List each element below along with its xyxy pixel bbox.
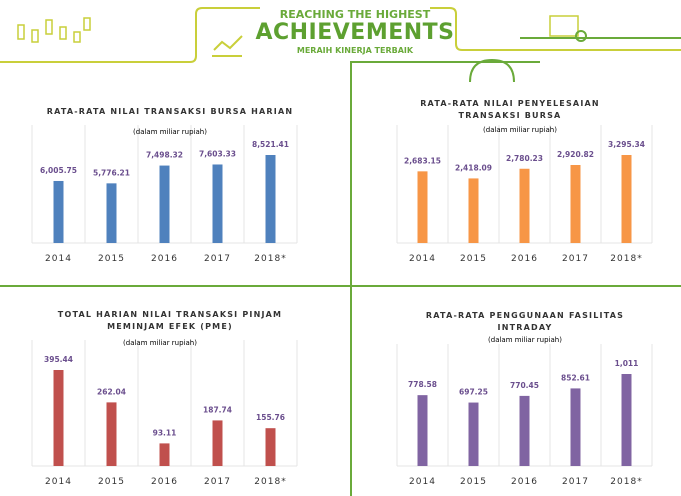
value-label: 2,418.09 (455, 163, 492, 172)
bar (570, 165, 581, 243)
value-label: 7,498.32 (146, 151, 183, 160)
x-tick-label: 2016 (511, 254, 538, 264)
bar (106, 402, 117, 466)
bar (212, 164, 223, 243)
bar (621, 155, 632, 243)
x-tick-label: 2018* (610, 477, 642, 487)
bar (519, 395, 530, 466)
value-label: 2,920.82 (557, 150, 594, 159)
bar (468, 402, 479, 466)
x-tick-label: 2017 (204, 254, 231, 264)
bar (53, 370, 64, 466)
value-label: 2,780.23 (506, 154, 543, 163)
bar (159, 443, 170, 466)
chart-title: RATA-RATA NILAI TRANSAKSI BURSA HARIAN (46, 107, 294, 116)
header-line1: REACHING THE HIGHEST (279, 8, 431, 21)
value-label: 770.45 (510, 381, 539, 390)
value-label: 3,295.34 (608, 140, 645, 149)
header-line2: ACHIEVEMENTS (255, 20, 455, 45)
value-label: 187.74 (203, 405, 232, 414)
bar (159, 165, 170, 243)
x-tick-label: 2014 (45, 254, 72, 264)
x-tick-label: 2015 (460, 254, 487, 264)
bar (212, 420, 223, 466)
value-label: 155.76 (256, 413, 285, 422)
x-tick-label: 2017 (204, 477, 231, 487)
x-tick-label: 2014 (409, 254, 436, 264)
bar (570, 388, 581, 466)
header-line3: MERAIH KINERJA TERBAIK (296, 46, 414, 55)
x-tick-label: 2014 (409, 477, 436, 487)
value-label: 697.25 (459, 388, 488, 397)
x-tick-label: 2018* (254, 254, 286, 264)
chart-title: TOTAL HARIAN NILAI TRANSAKSI PINJAM MEMI… (57, 310, 283, 331)
value-label: 1,011 (615, 359, 639, 368)
bar (53, 180, 64, 243)
value-label: 7,603.33 (199, 149, 236, 158)
chart-subtitle: (dalam miliar rupiah) (488, 336, 562, 344)
chart-subtitle: (dalam miliar rupiah) (483, 126, 557, 134)
x-tick-label: 2015 (98, 254, 125, 264)
chart-subtitle: (dalam miliar rupiah) (123, 339, 197, 347)
value-label: 778.58 (408, 380, 437, 389)
x-tick-label: 2017 (562, 254, 589, 264)
x-tick-label: 2018* (610, 254, 642, 264)
x-tick-label: 2018* (254, 477, 286, 487)
value-label: 2,683.15 (404, 156, 441, 165)
bar (106, 183, 117, 243)
value-label: 5,776.21 (93, 168, 130, 177)
bar (417, 171, 428, 243)
bar (519, 168, 530, 243)
value-label: 93.11 (153, 428, 177, 437)
value-label: 852.61 (561, 373, 590, 382)
bar (265, 155, 276, 243)
chart-title: RATA-RATA NILAI PENYELESAIAN TRANSAKSI B… (420, 99, 600, 120)
chart-title: RATA-RATA PENGGUNAAN FASILITAS INTRADAY (425, 311, 625, 332)
bar (265, 428, 276, 466)
x-tick-label: 2015 (460, 477, 487, 487)
header-decoration (0, 7, 681, 496)
bar (621, 374, 632, 466)
value-label: 6,005.75 (40, 166, 77, 175)
bar (468, 178, 479, 243)
value-label: 8,521.41 (252, 140, 289, 149)
chart-subtitle: (dalam miliar rupiah) (133, 128, 207, 136)
x-tick-label: 2017 (562, 477, 589, 487)
x-tick-label: 2016 (511, 477, 538, 487)
bar (417, 395, 428, 466)
value-label: 262.04 (97, 387, 126, 396)
x-tick-label: 2015 (98, 477, 125, 487)
x-tick-label: 2016 (151, 254, 178, 264)
value-label: 395.44 (44, 355, 73, 364)
x-tick-label: 2014 (45, 477, 72, 487)
x-tick-label: 2016 (151, 477, 178, 487)
